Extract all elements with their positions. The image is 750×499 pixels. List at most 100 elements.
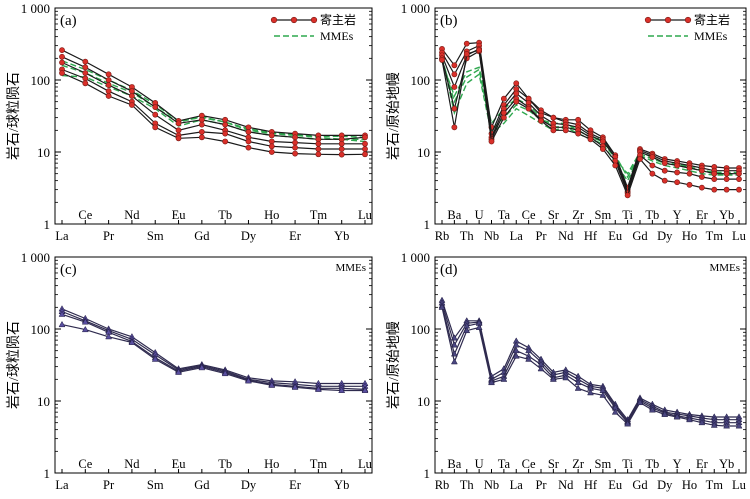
data-point <box>612 162 619 169</box>
data-point <box>59 47 65 54</box>
data-point <box>525 355 533 362</box>
x-tick-label: Nb <box>484 478 499 492</box>
plot-frame <box>434 256 747 474</box>
data-point <box>315 151 322 158</box>
data-point <box>222 121 229 128</box>
data-point <box>698 174 705 180</box>
series-line <box>61 313 366 390</box>
series-3 <box>438 302 743 426</box>
x-tick-label: Yb <box>719 457 734 471</box>
data-point <box>476 47 483 54</box>
data-point <box>674 169 681 176</box>
x-tick-label: Hf <box>584 478 598 492</box>
x-tick-label: Ti <box>622 208 633 222</box>
y-tick-label: 1 <box>424 466 431 481</box>
series-2 <box>58 307 369 389</box>
y-axis-label: 岩石/球粒陨石 <box>6 72 22 160</box>
data-point <box>175 127 182 134</box>
data-point <box>550 127 557 134</box>
x-tick-label: Y <box>673 457 682 471</box>
x-tick-label: Ba <box>447 457 461 471</box>
x-tick-label: Lu <box>732 478 747 492</box>
x-tick-label: Th <box>460 229 475 243</box>
data-point <box>723 176 730 183</box>
data-point <box>512 352 520 359</box>
y-axis-label: 岩石/原始地幔 <box>386 72 402 160</box>
legend-label: 寄主岩 <box>694 12 730 27</box>
x-tick-label: Sm <box>595 208 612 222</box>
x-tick-label: U <box>475 457 484 471</box>
x-tick-label: Eu <box>608 478 623 492</box>
data-point <box>673 413 681 420</box>
data-point <box>175 135 182 142</box>
data-point <box>439 57 445 63</box>
series-line <box>61 310 365 387</box>
data-point <box>245 144 252 151</box>
legend-marker <box>644 16 652 24</box>
data-point <box>698 418 706 426</box>
x-tick-label: Ce <box>78 457 92 471</box>
series-5 <box>59 70 368 158</box>
data-point <box>711 186 718 193</box>
data-point <box>81 318 89 325</box>
x-tick-label: Yb <box>719 208 734 222</box>
plot-frame <box>54 256 373 474</box>
x-tick-label: Lu <box>732 229 747 243</box>
panel-note: MMEs <box>709 262 740 274</box>
x-tick-label: Dy <box>657 478 673 492</box>
x-tick-label: U <box>475 208 484 222</box>
data-point <box>674 162 681 169</box>
data-point <box>222 138 229 145</box>
legend-label: 寄主岩 <box>320 12 356 27</box>
x-tick-label: Yb <box>334 229 349 243</box>
data-point <box>463 51 470 57</box>
x-tick-label: Nd <box>558 229 574 243</box>
data-point <box>637 156 643 162</box>
x-tick-label: Gd <box>194 229 210 243</box>
data-point <box>82 80 89 87</box>
data-point <box>82 70 89 76</box>
y-tick-label: 100 <box>31 73 51 88</box>
series-1 <box>438 296 743 423</box>
data-point <box>58 320 66 328</box>
x-tick-label: Sm <box>595 457 612 471</box>
data-point <box>82 64 89 71</box>
panel-label: (c) <box>60 262 77 278</box>
data-point <box>624 420 632 427</box>
legend-label: MMEs <box>694 29 728 43</box>
data-point <box>736 176 742 183</box>
x-tick-label: Nd <box>124 208 140 222</box>
x-tick-label: Ta <box>498 457 511 471</box>
data-point <box>686 415 693 423</box>
x-tick-label: Tb <box>218 457 232 471</box>
x-tick-label: Er <box>289 229 302 243</box>
legend-marker <box>664 16 672 24</box>
series-2 <box>59 53 368 143</box>
series-line <box>441 305 739 424</box>
data-point <box>245 129 252 135</box>
x-tick-label: Er <box>696 457 709 471</box>
data-point <box>105 77 112 83</box>
data-point <box>59 53 65 60</box>
x-tick-label: Y <box>673 208 682 222</box>
data-point <box>549 375 557 382</box>
series-4 <box>59 66 368 152</box>
data-point <box>59 70 65 76</box>
data-point <box>128 338 136 345</box>
data-point <box>245 138 252 145</box>
data-point <box>537 365 545 372</box>
data-point <box>525 105 532 112</box>
data-point <box>686 170 693 177</box>
x-tick-label: Pr <box>535 478 547 492</box>
data-point <box>513 90 520 97</box>
x-tick-label: Dy <box>657 229 673 243</box>
data-point <box>500 375 508 382</box>
data-point <box>463 40 470 47</box>
x-tick-label: Sr <box>548 457 560 471</box>
data-point <box>674 179 681 186</box>
data-point <box>338 151 345 158</box>
data-point <box>661 177 668 184</box>
x-tick-label: Gd <box>194 478 210 492</box>
series-line <box>441 42 739 190</box>
x-tick-label: Ta <box>498 208 511 222</box>
